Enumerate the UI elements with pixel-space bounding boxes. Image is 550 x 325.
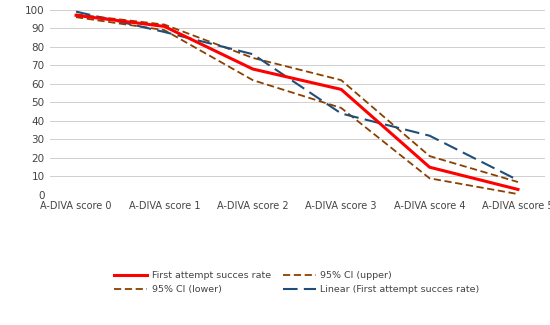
Legend: First attempt succes rate, 95% CI (lower), 95% CI (upper), Linear (First attempt: First attempt succes rate, 95% CI (lower… — [111, 267, 483, 298]
